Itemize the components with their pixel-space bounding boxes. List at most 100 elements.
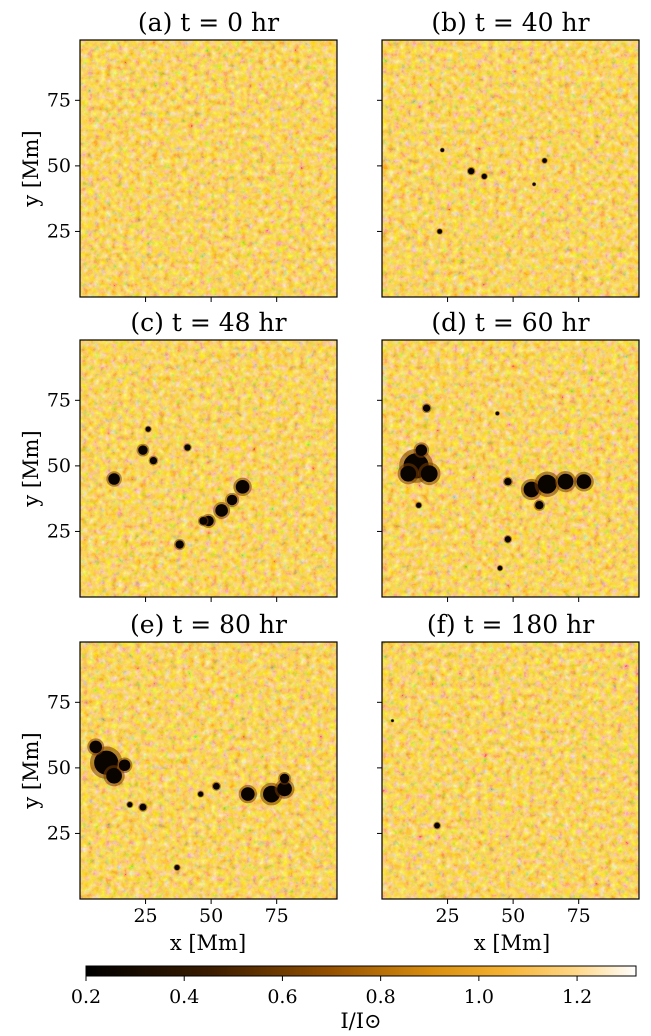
panel-title: (a) t = 0 hr [138,8,279,37]
umbra [279,773,290,784]
umbra [89,740,103,754]
umbra [241,787,255,801]
umbra [108,473,120,485]
umbra [576,474,592,489]
colorbar-tick-label: 1.0 [464,986,494,1008]
umbra [184,444,191,451]
x-axis-label-text-right: x [Mm] [474,931,550,955]
umbra [537,474,557,494]
umbra [106,767,122,784]
umbra [277,781,292,797]
panel-c: (c) t = 48 hr 25 50 75y [Mm] [19,308,338,602]
umbra [497,565,503,571]
panel-frame [79,339,338,598]
sunspot-group [390,718,441,830]
x-tick-label: 75 [567,905,591,927]
umbra [400,465,417,482]
x-tick-label: 25 [133,905,157,927]
sunspot-group [106,425,252,551]
umbra [118,759,131,772]
panel-a: (a) t = 0 hr 25 50 75y [Mm] [19,8,338,302]
intensity-map [80,40,337,297]
intensity-map [382,40,639,297]
colorbar-label: I/I⊙ [340,1009,381,1033]
panel-title: (f) t = 180 hr [427,610,594,639]
umbra [199,517,208,525]
colorbar-tick-label: 0.8 [366,986,396,1008]
y-tick-label: 50 [47,455,71,477]
umbra [542,158,547,163]
y-axis-label: y [Mm] [19,130,43,207]
y-tick-label: 75 [47,89,71,111]
umbra [416,502,422,508]
panel-frame [79,39,338,298]
colorbar-tick-label: 1.2 [562,986,592,1008]
umbra [174,864,180,871]
umbra [175,540,184,549]
panel-d: (d) t = 60 hr [377,308,640,602]
umbra [198,791,204,797]
sunspot-group [397,403,594,572]
umbra [235,480,250,494]
y-tick-label: 75 [47,389,71,411]
intensity-map [382,642,639,899]
umbra [481,173,487,179]
umbra [532,182,536,186]
sunspot-group [87,738,295,872]
umbra [422,404,431,412]
panel-frame [79,641,338,900]
panel-title: (c) t = 48 hr [130,308,286,337]
umbra [440,148,445,152]
panel-f: (f) t = 180 hr 25 50 75 [377,610,640,927]
umbra [504,477,512,486]
colorbar-gradient [85,965,637,977]
panel-b: (b) t = 40 hr [377,8,640,302]
x-tick-label: 75 [265,905,289,927]
y-tick-label: 25 [47,520,71,542]
x-tick-label: 50 [501,905,525,927]
umbra [468,167,475,175]
umbra [557,473,574,490]
x-tick-label: 50 [199,905,223,927]
y-tick-label: 25 [47,220,71,242]
umbra [212,782,220,790]
umbra [215,504,228,517]
umbra [127,801,133,808]
panel-frame [381,39,640,298]
umbra [139,803,147,811]
umbra [138,445,148,455]
colorbar: 0.2 0.4 0.6 0.8 1.0 1.2 I/I⊙ [71,965,637,1033]
umbra [434,822,440,829]
umbra [420,465,438,483]
colorbar-tick-label: 0.6 [267,986,297,1008]
umbra [415,444,428,456]
y-tick-label: 25 [47,822,71,844]
panel-title: (e) t = 80 hr [130,610,287,639]
panel-frame [381,339,640,598]
colorbar-ticks: 0.2 0.4 0.6 0.8 1.0 1.2 [71,976,592,1008]
intensity-map [80,340,337,597]
umbra [495,411,500,416]
x-axis-label-left: x [Mm] [170,931,246,955]
umbra [437,229,443,234]
umbra [535,501,544,510]
umbra [504,536,512,543]
x-axis-label-right: x [Mm] [474,931,550,955]
sunspot-group [436,147,548,235]
umbra [149,456,158,465]
umbra [145,426,151,432]
panel-title: (b) t = 40 hr [431,8,589,37]
panel-frame [381,641,640,900]
y-tick-label: 50 [47,155,71,177]
x-tick-label: 25 [435,905,459,927]
y-axis-label: y [Mm] [19,430,43,507]
colorbar-tick-label: 0.4 [169,986,199,1008]
panel-title: (d) t = 60 hr [431,308,589,337]
y-tick-label: 50 [47,757,71,779]
y-axis-label: y [Mm] [19,732,43,809]
x-axis-label-text-left: x [Mm] [170,931,246,955]
y-tick-label: 75 [47,691,71,713]
